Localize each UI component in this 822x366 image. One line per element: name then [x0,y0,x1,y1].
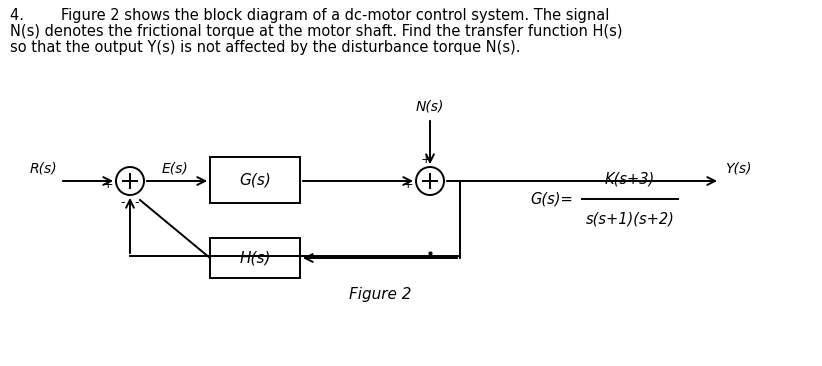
Text: +: + [403,179,413,191]
Bar [210,157,300,203]
Text: H(s): H(s) [239,250,270,265]
Text: N(s) denotes the frictional torque at the motor shaft. Find the transfer functio: N(s) denotes the frictional torque at th… [10,24,622,39]
Text: G(s): G(s) [239,172,271,187]
Text: Y(s): Y(s) [725,162,751,176]
Text: R(s): R(s) [30,162,57,176]
Text: so that the output Y(s) is not affected by the disturbance torque N(s).: so that the output Y(s) is not affected … [10,40,520,55]
Text: G(s)=: G(s)= [530,191,573,206]
Text: Figure 2: Figure 2 [349,287,411,302]
Text: E(s): E(s) [162,162,189,176]
Text: s(s+1)(s+2): s(s+1)(s+2) [585,211,674,226]
Text: N(s): N(s) [416,100,444,114]
Text: +: + [103,179,113,191]
Text: K(s+3): K(s+3) [605,172,655,187]
Text: -: - [134,196,138,209]
Text: 4.        Figure 2 shows the block diagram of a dc-motor control system. The sig: 4. Figure 2 shows the block diagram of a… [10,8,609,23]
Bar [210,238,300,278]
Text: +: + [421,153,432,166]
Text: -: - [121,196,125,209]
